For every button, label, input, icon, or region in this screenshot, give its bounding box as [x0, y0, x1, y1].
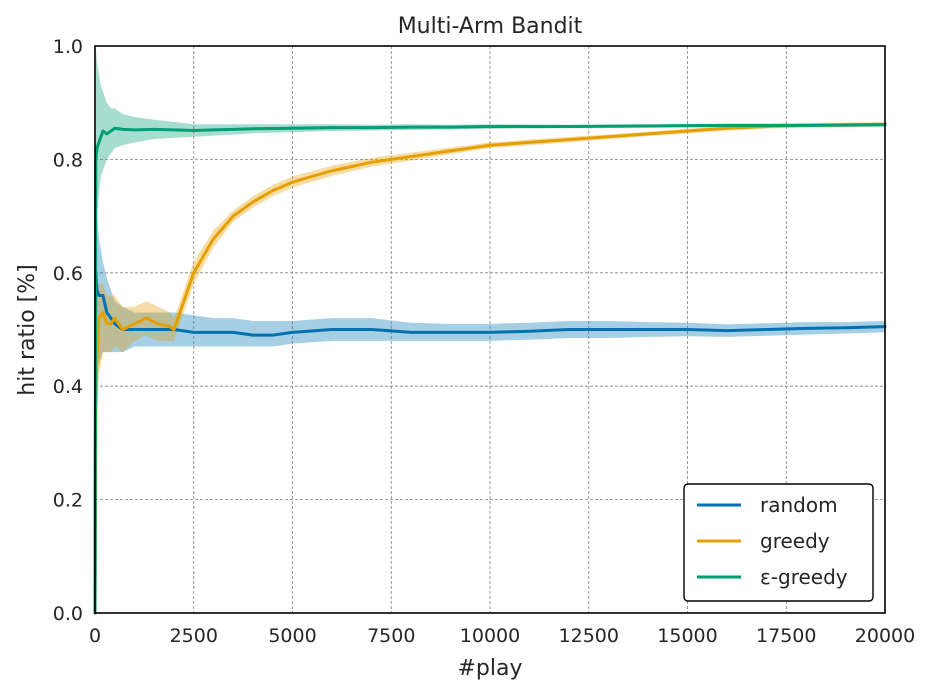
x-tick-label: 17500 — [756, 625, 816, 647]
series-lines — [93, 122, 887, 615]
y-tick-label: 0.2 — [53, 490, 83, 512]
y-tick-label: 0.8 — [53, 149, 83, 171]
legend-label-random: random — [760, 493, 838, 517]
legend-label-epsilon-greedy: ε-greedy — [760, 565, 848, 589]
chart-title: Multi-Arm Bandit — [398, 14, 583, 39]
legend-box — [683, 483, 874, 602]
x-tick-label: 0 — [89, 625, 101, 647]
y-tick-label: 0.4 — [53, 376, 83, 398]
x-tick-label: 12500 — [559, 625, 619, 647]
x-tick-label: 10000 — [460, 625, 520, 647]
legend: random greedy ε-greedy — [683, 483, 874, 602]
y-tick-label: 1.0 — [53, 36, 83, 58]
plot-frame — [94, 45, 886, 614]
x-tick-label: 5000 — [268, 625, 316, 647]
x-tick-label: 7500 — [367, 625, 415, 647]
y-axis-ticks: 0.0 0.2 0.4 0.6 0.8 1.0 — [53, 36, 83, 625]
line-random — [93, 271, 887, 615]
x-tick-label: 20000 — [855, 625, 915, 647]
x-axis-ticks: 0 2500 5000 7500 10000 12500 15000 17500 20000 — [89, 625, 915, 647]
x-tick-label: 15000 — [657, 625, 717, 647]
y-tick-label: 0.6 — [53, 263, 83, 285]
x-axis-label: #play — [457, 656, 522, 681]
y-tick-label: 0.0 — [53, 603, 83, 625]
line-greedy — [93, 122, 887, 615]
legend-label-greedy: greedy — [760, 529, 830, 553]
x-tick-label: 2500 — [170, 625, 218, 647]
line-epsilon-greedy — [93, 123, 887, 615]
y-axis-label: hit ratio [%] — [15, 264, 40, 395]
